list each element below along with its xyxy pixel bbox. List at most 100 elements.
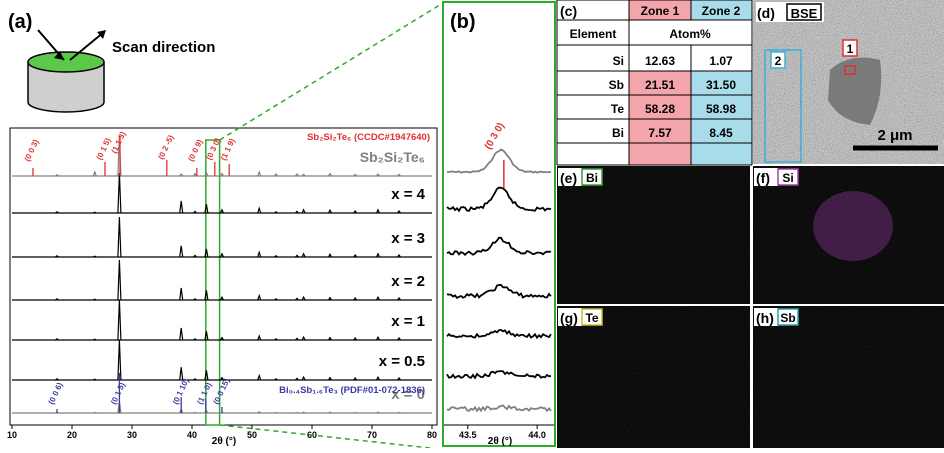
element-label: Sb bbox=[609, 78, 624, 92]
x-tick-label: 70 bbox=[367, 430, 377, 440]
pattern-label: x = 1 bbox=[391, 313, 425, 330]
x-axis-label: 2θ (°) bbox=[488, 436, 512, 447]
peak bbox=[93, 339, 96, 340]
x-tick-label: 30 bbox=[127, 430, 137, 440]
x-tick-label: 10 bbox=[7, 430, 17, 440]
table-header: Zone 2 bbox=[702, 4, 741, 18]
cell bbox=[691, 143, 752, 165]
peak-label: (0 1 10) bbox=[171, 377, 191, 406]
zoom-curve bbox=[447, 405, 551, 411]
x-tick-label: 50 bbox=[247, 430, 257, 440]
peak bbox=[180, 246, 183, 257]
element-label: Sb bbox=[780, 311, 795, 325]
x-tick-label: 20 bbox=[67, 430, 77, 440]
zoom-curve bbox=[447, 238, 551, 255]
x-tick-label: 44.0 bbox=[528, 430, 546, 440]
table-cell: 58.28 bbox=[645, 102, 675, 116]
panel-label: (h) bbox=[756, 310, 774, 326]
panel-label: (e) bbox=[560, 170, 577, 186]
peak-label: (0 0 15) bbox=[212, 377, 232, 406]
pattern-label: x = 3 bbox=[391, 230, 425, 247]
peak-label: (0 0 3) bbox=[23, 138, 41, 163]
scale-label: 2 μm bbox=[877, 127, 912, 144]
mode-label: BSE bbox=[791, 6, 818, 21]
peak bbox=[93, 256, 96, 257]
map-noise bbox=[557, 166, 750, 304]
peak bbox=[180, 328, 183, 340]
peak bbox=[180, 201, 183, 213]
x-tick-label: 40 bbox=[187, 430, 197, 440]
table-cell: 31.50 bbox=[706, 78, 736, 92]
peak bbox=[118, 260, 121, 300]
peak bbox=[93, 299, 96, 300]
peak bbox=[258, 296, 261, 300]
zoom-plot: 43.5 44.0 (0 3 0) bbox=[444, 121, 554, 440]
table-cell: 21.51 bbox=[645, 78, 675, 92]
zoom-curve bbox=[447, 330, 551, 338]
cell bbox=[629, 143, 691, 165]
pattern-label: Sb₂Si₂Te₆ bbox=[360, 149, 425, 165]
panel-label: (g) bbox=[560, 310, 578, 326]
reference-label: Sb₂Si₂Te₆ (CCDC#1947640) bbox=[307, 132, 430, 143]
x-tick-label: 80 bbox=[427, 430, 437, 440]
pattern-label: x = 0.5 bbox=[379, 353, 425, 370]
peak-label: (0 1 5) bbox=[109, 381, 127, 406]
peak bbox=[93, 379, 96, 380]
x-tick-label: 43.5 bbox=[459, 430, 477, 440]
element-label: Si bbox=[782, 171, 793, 185]
reference-label: Bi₀.₄Sb₁.₆Te₃ (PDF#01-072-1836) bbox=[279, 385, 425, 396]
peak bbox=[118, 300, 121, 340]
zone-label: 1 bbox=[847, 42, 854, 56]
peak bbox=[118, 217, 121, 257]
pattern-label: x = 2 bbox=[391, 273, 425, 290]
peak bbox=[258, 252, 261, 257]
x-axis-label: 2θ (°) bbox=[212, 436, 236, 447]
peak bbox=[377, 412, 380, 413]
table-cell: 12.63 bbox=[645, 54, 675, 68]
panel-label: (f) bbox=[756, 170, 770, 186]
scan-label: Scan direction bbox=[112, 39, 215, 56]
peak-label: (0 0 6) bbox=[47, 381, 65, 406]
map-enrichment bbox=[813, 191, 893, 261]
table-cell: 1.07 bbox=[709, 54, 733, 68]
element-label: Si bbox=[613, 54, 624, 68]
bse-image bbox=[753, 0, 944, 164]
peak bbox=[258, 376, 261, 380]
element-label: Te bbox=[585, 311, 598, 325]
zoom-curve bbox=[447, 371, 551, 378]
element-label: Te bbox=[611, 102, 624, 116]
table-cell: 58.98 bbox=[706, 102, 736, 116]
peak bbox=[118, 173, 121, 213]
connector bbox=[220, 3, 443, 140]
zoom-curve bbox=[447, 188, 551, 211]
pattern-label: x = 4 bbox=[391, 186, 425, 203]
zone-label: 2 bbox=[775, 54, 782, 68]
peak bbox=[302, 412, 305, 413]
map-noise bbox=[753, 306, 944, 448]
highlight-box bbox=[206, 140, 220, 425]
peak bbox=[258, 208, 261, 213]
zoom-curve bbox=[447, 285, 551, 298]
table-cell: 8.45 bbox=[709, 126, 733, 140]
element-label: Bi bbox=[586, 171, 598, 185]
table-cell: 7.57 bbox=[648, 126, 672, 140]
eds-maps: (e) Bi (f) Si (g) Te (h) Sb bbox=[557, 166, 944, 448]
peak bbox=[329, 412, 332, 413]
panel-label: (c) bbox=[560, 3, 577, 19]
panel-label: (a) bbox=[8, 11, 32, 33]
peak-label: (0 3 0) bbox=[483, 121, 507, 152]
peak bbox=[180, 288, 183, 300]
peak-label: (0 0 9) bbox=[186, 138, 204, 163]
panel-label: (b) bbox=[450, 11, 476, 33]
panel-label: (d) bbox=[757, 5, 775, 21]
zoom-box bbox=[443, 2, 555, 446]
map-noise bbox=[557, 306, 750, 448]
peak-label: (0 2 -5) bbox=[156, 133, 175, 160]
table-header: Element bbox=[570, 27, 617, 41]
sample-icon bbox=[28, 30, 106, 112]
zoom-curve bbox=[447, 150, 551, 173]
peak-label: (1 1 3) bbox=[110, 130, 128, 155]
element-label: Bi bbox=[612, 126, 624, 140]
